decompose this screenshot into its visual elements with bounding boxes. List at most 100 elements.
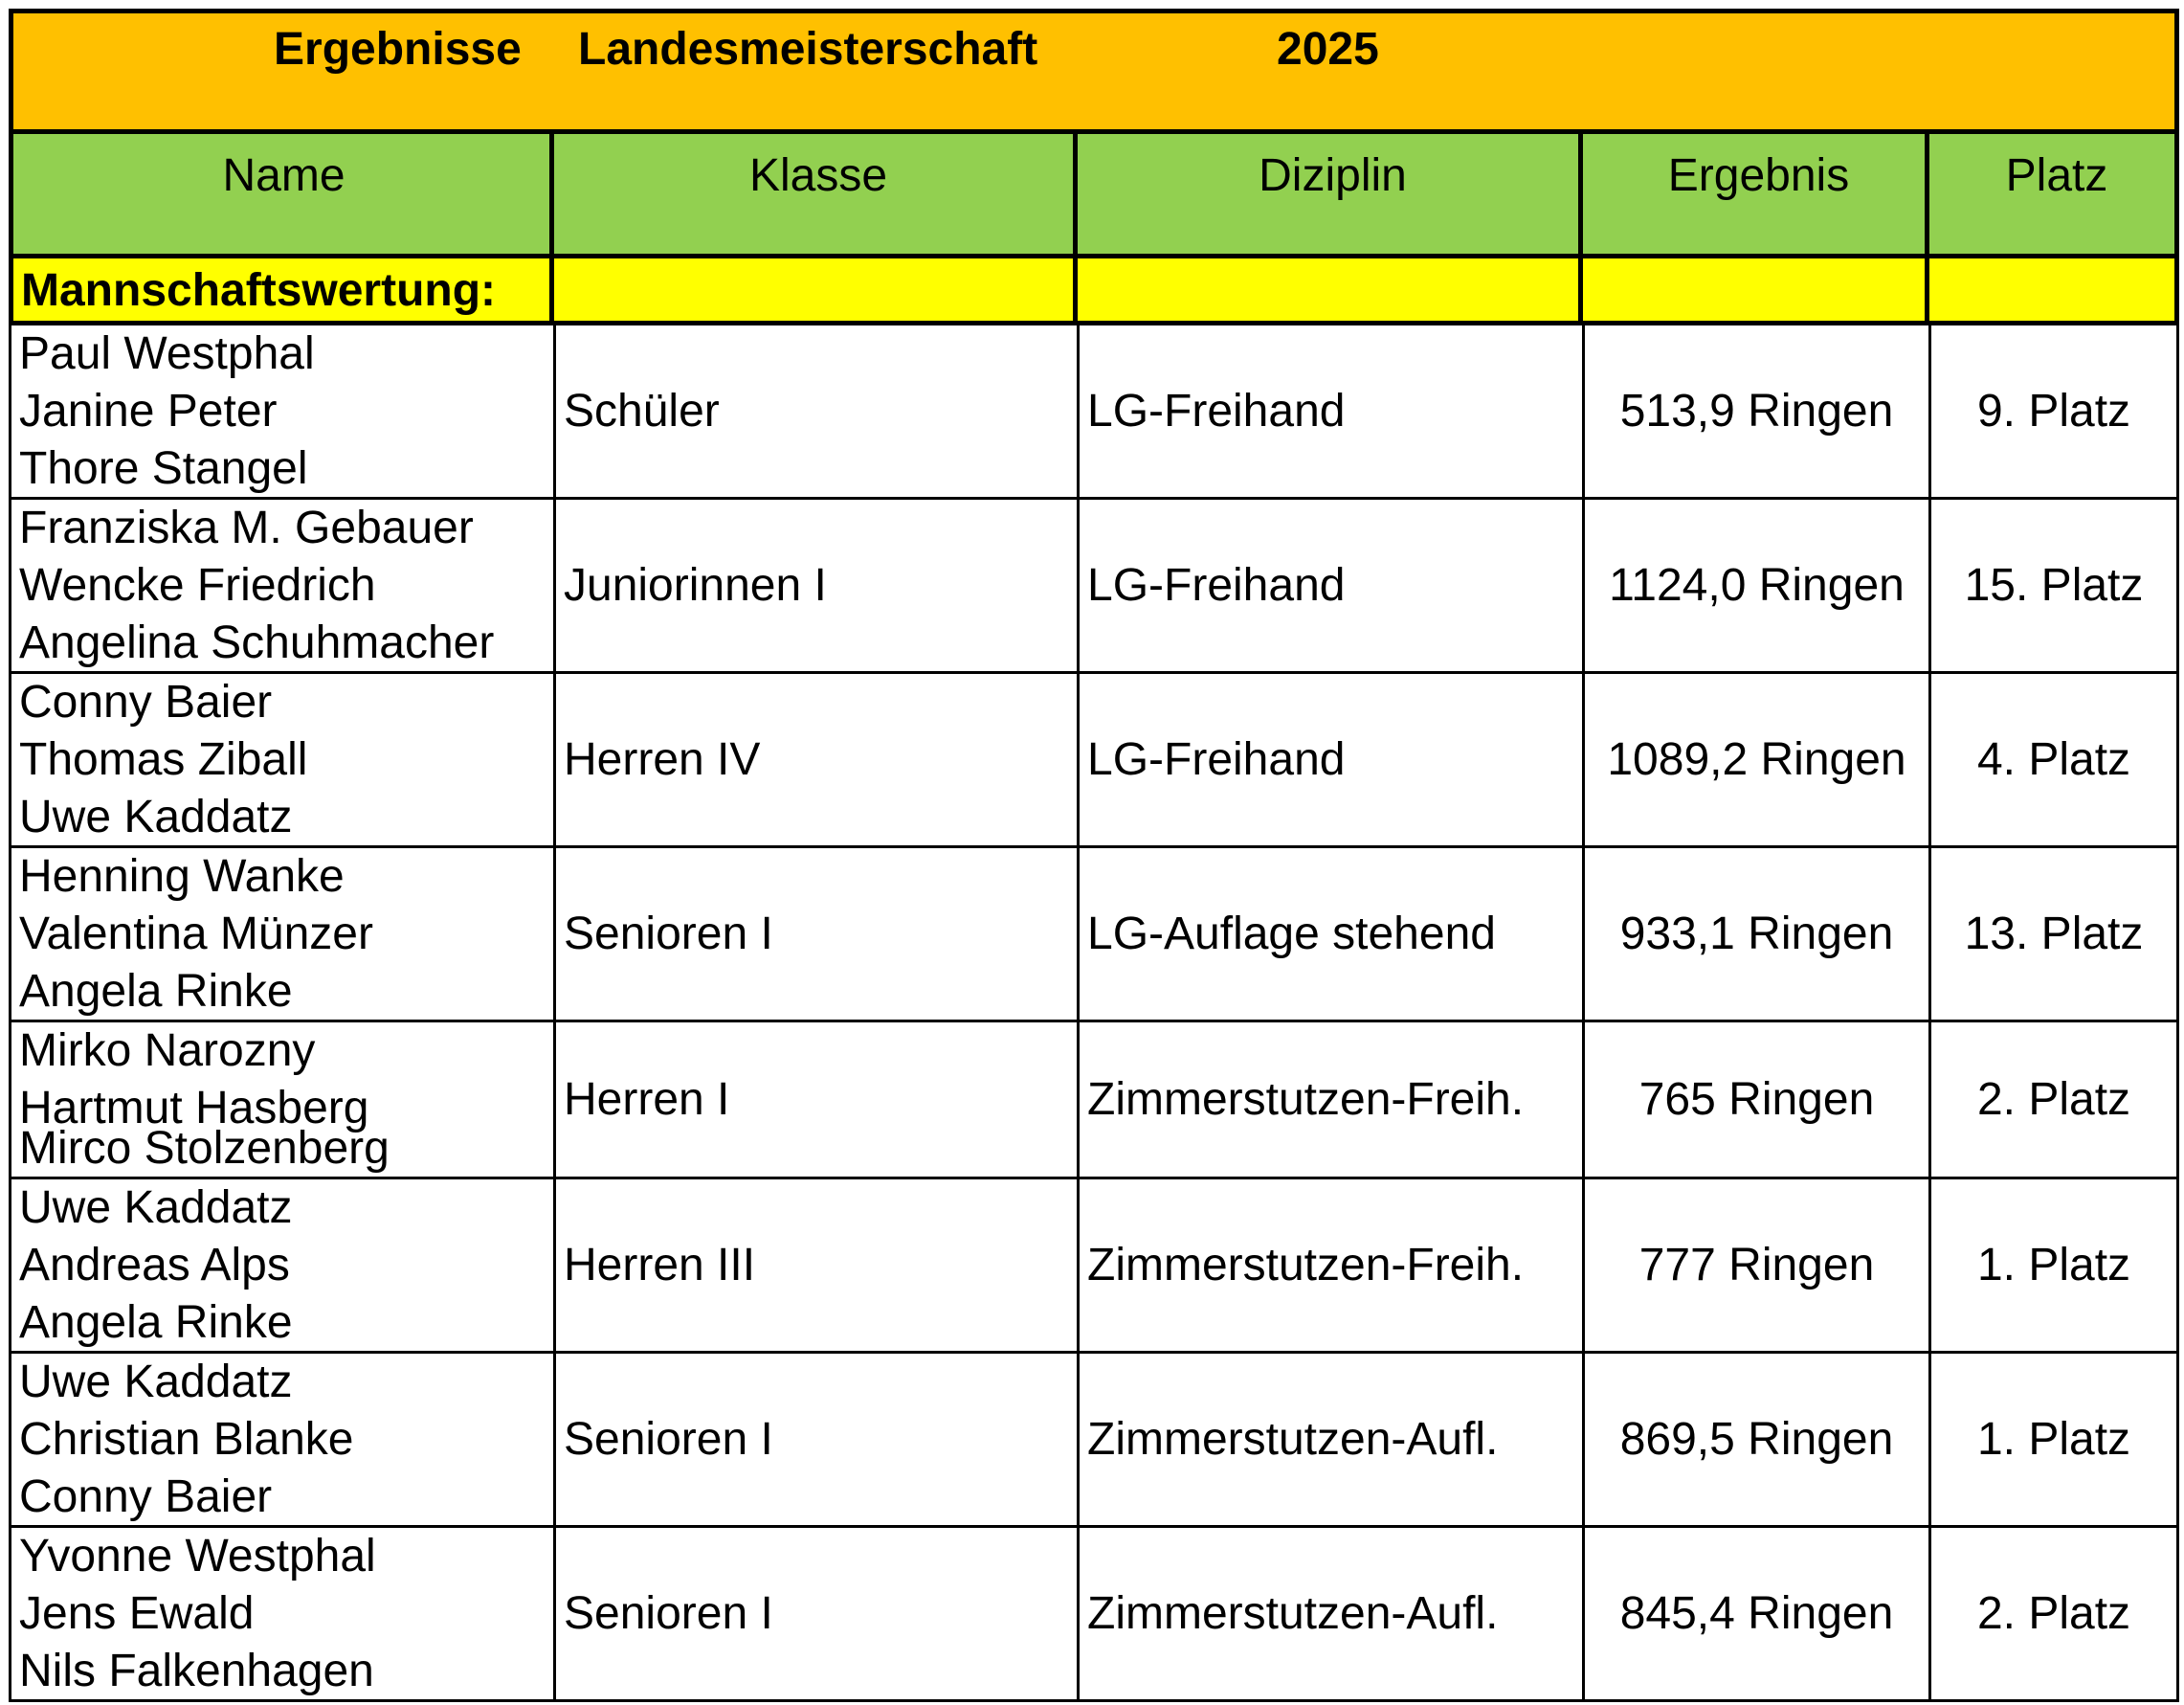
ergebnis-cell: 933,1 Ringen [1619,909,1894,959]
column-divider [1077,1354,1080,1525]
ergebnis-cell: 1124,0 Ringen [1609,560,1905,611]
platz-cell: 1. Platz [1976,1414,2131,1465]
col-header-platz: Platz [2005,150,2108,201]
team-member-name: Valentina Münzer [19,909,373,959]
klasse-cell: Juniorinnen I [564,560,827,611]
section-row-mannschaftswertung: Mannschaftswertung: [9,258,2179,325]
platz-cell: 4. Platz [1976,734,2131,785]
column-divider [1077,674,1080,845]
table-row: Yvonne Westphal Jens Ewald Nils Falkenha… [9,1528,2179,1702]
disziplin-cell: Zimmerstutzen-Freih. [1087,1240,1525,1290]
ergebnis-cell: 513,9 Ringen [1619,386,1894,437]
table-row: Mirko Narozny Hartmut Hasberg Mirco Stol… [9,1022,2179,1179]
klasse-cell: Senioren I [564,1414,773,1465]
platz-cell: 2. Platz [1976,1588,2131,1639]
column-divider [1073,134,1078,325]
column-divider [1928,1179,1931,1351]
column-divider [1582,674,1585,845]
column-divider [1928,848,1931,1020]
disziplin-cell: LG-Auflage stehend [1087,909,1496,959]
column-divider [1928,1022,1931,1177]
column-divider [1582,1179,1585,1351]
column-divider [553,674,556,845]
column-divider [1582,1354,1585,1525]
klasse-cell: Herren I [564,1074,730,1125]
column-divider [553,1354,556,1525]
column-divider [1928,674,1931,845]
title-ergebnisse: Ergebnisse [274,24,522,75]
team-member-name: Mirko Narozny [19,1025,316,1076]
col-header-diziplin: Diziplin [1259,150,1407,201]
section-label: Mannschaftswertung: [21,265,497,316]
team-names: Uwe Kaddatz Andreas Alps Angela Rinke [11,1179,553,1351]
disziplin-cell: Zimmerstutzen-Freih. [1087,1074,1525,1125]
ergebnis-cell: 845,4 Ringen [1619,1588,1894,1639]
platz-cell: 9. Platz [1976,386,2131,437]
team-names: Yvonne Westphal Jens Ewald Nils Falkenha… [11,1528,553,1699]
column-divider [1077,500,1080,671]
column-divider [553,1528,556,1699]
disziplin-cell: LG-Freihand [1087,386,1346,437]
column-divider [1582,325,1585,497]
column-divider [1582,848,1585,1020]
team-member-name: Mirco Stolzenberg [19,1123,390,1174]
column-divider [1077,848,1080,1020]
column-divider [553,1022,556,1177]
platz-cell: 2. Platz [1976,1074,2131,1125]
table-row: Henning Wanke Valentina Münzer Angela Ri… [9,848,2179,1022]
team-member-name: Angelina Schuhmacher [19,617,495,668]
table-row: Uwe Kaddatz Christian Blanke Conny Baier… [9,1354,2179,1528]
team-member-name: Angela Rinke [19,1297,293,1348]
column-divider [1582,500,1585,671]
team-member-name: Uwe Kaddatz [19,792,293,842]
table-row: Paul Westphal Janine Peter Thore Stangel… [9,325,2179,500]
column-divider [1578,134,1583,325]
team-member-name: Paul Westphal [19,328,315,379]
column-divider [553,500,556,671]
platz-cell: 13. Platz [1964,909,2144,959]
team-member-name: Franziska M. Gebauer [19,503,474,553]
team-member-name: Conny Baier [19,1471,273,1522]
column-divider [1925,134,1929,325]
platz-cell: 15. Platz [1964,560,2144,611]
table-row: Conny Baier Thomas Ziball Uwe Kaddatz He… [9,674,2179,848]
column-divider [1928,500,1931,671]
ergebnis-cell: 869,5 Ringen [1619,1414,1894,1465]
column-divider [1077,1179,1080,1351]
column-header-row: Name Klasse Diziplin Ergebnis Platz [9,134,2179,258]
column-divider [1077,1528,1080,1699]
team-member-name: Thore Stangel [19,443,308,494]
team-names: Mirko Narozny Hartmut Hasberg Mirco Stol… [11,1022,553,1177]
team-member-name: Uwe Kaddatz [19,1357,293,1407]
team-member-name: Christian Blanke [19,1414,354,1465]
klasse-cell: Schüler [564,386,720,437]
disziplin-cell: Zimmerstutzen-Aufl. [1087,1588,1499,1639]
team-member-name: Nils Falkenhagen [19,1646,374,1696]
column-divider [553,848,556,1020]
team-member-name: Hartmut Hasberg [19,1083,369,1133]
column-divider [1077,325,1080,497]
team-names: Franziska M. Gebauer Wencke Friedrich An… [11,500,553,671]
column-divider [1928,325,1931,497]
table-row: Franziska M. Gebauer Wencke Friedrich An… [9,500,2179,674]
team-member-name: Uwe Kaddatz [19,1182,293,1233]
team-member-name: Thomas Ziball [19,734,308,785]
column-divider [1077,1022,1080,1177]
title-year: 2025 [1277,24,1379,75]
ergebnis-cell: 777 Ringen [1638,1240,1875,1290]
table-row: Uwe Kaddatz Andreas Alps Angela Rinke He… [9,1179,2179,1354]
column-divider [1928,1354,1931,1525]
column-divider [1582,1022,1585,1177]
klasse-cell: Herren IV [564,734,761,785]
platz-cell: 1. Platz [1976,1240,2131,1290]
disziplin-cell: Zimmerstutzen-Aufl. [1087,1414,1499,1465]
disziplin-cell: LG-Freihand [1087,734,1346,785]
team-member-name: Angela Rinke [19,966,293,1017]
ergebnis-cell: 1089,2 Ringen [1607,734,1906,785]
col-header-name: Name [222,150,345,201]
klasse-cell: Senioren I [564,909,773,959]
klasse-cell: Herren III [564,1240,756,1290]
team-member-name: Janine Peter [19,386,278,437]
col-header-klasse: Klasse [748,150,888,201]
team-names: Henning Wanke Valentina Münzer Angela Ri… [11,848,553,1020]
